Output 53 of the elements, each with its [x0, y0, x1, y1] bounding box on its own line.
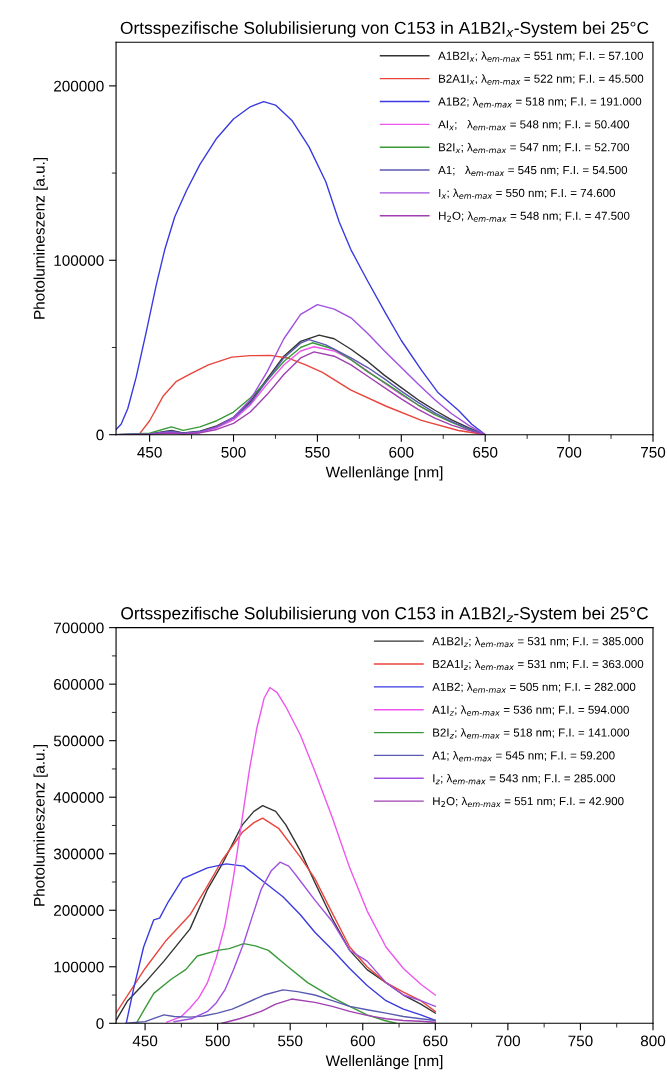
line-series [135, 942, 397, 1024]
line-series [125, 863, 437, 1024]
y-tick-label: 200000 [54, 80, 104, 92]
y-tick-label: 200000 [54, 905, 104, 916]
legend-label: I$_{x}$; λ$_{em-max}$ = 550 nm; F.I. = 74.600 [439, 188, 616, 199]
legend-label: A1; λ$_{em-max}$ = 545 nm; F.I. = 59.200 [432, 751, 615, 762]
legend-label: A1B2I$_{z}$; λ$_{em-max}$ = 531 nm; F.I. = 385.000 [432, 636, 644, 648]
x-tick-label: 450 [137, 446, 162, 458]
legend-label: A1; λ$_{em-max}$ = 545 nm; F.I. = 54.500 [438, 165, 628, 177]
legend-label: H$_{2}$O; λ$_{em-max}$ = 548 nm; F.I. = 47.500 [439, 211, 630, 222]
x-tick-label: 650 [473, 446, 498, 458]
y-tick-label: 600000 [54, 679, 104, 690]
x-tick-label: 550 [305, 446, 330, 458]
chart-title: Ortsspezifische Solubilisierung von C153 in A1B2I$_{x}$-System bei 25°C [120, 21, 649, 38]
legend-label: AI$_{x}$; λ$_{em-max}$ = 548 nm; F.I. = 50.400 [438, 119, 630, 131]
line-series [125, 989, 437, 1024]
x-tick-label: 600 [389, 446, 414, 458]
y-tick-label: 300000 [53, 848, 104, 860]
x-axis-title: Wellenlänge [nm] [325, 466, 443, 481]
x-tick-label: 750 [641, 446, 666, 458]
x-tick-label: 550 [278, 1035, 303, 1047]
legend-label: A1B2I$_{x}$; λ$_{em-max}$ = 551 nm; F.I. = 57.100 [438, 51, 644, 62]
legend-label: B2A1I$_{x}$; λ$_{em-max}$ = 522 nm; F.I. = 45.500 [439, 74, 644, 85]
legend-label: A1I$_{z}$; λ$_{em-max}$ = 536 nm; F.I. = 594.000 [432, 705, 629, 716]
x-tick-label: 500 [205, 1035, 230, 1047]
x-tick-label: 450 [132, 1035, 158, 1047]
x-tick-label: 600 [350, 1035, 375, 1047]
y-tick-label: 700000 [54, 622, 104, 634]
x-tick-label: 700 [557, 446, 582, 458]
legend-label: B2I$_{z}$; λ$_{em-max}$ = 518 nm; F.I. = 141.000 [433, 728, 630, 739]
y-tick-label: 100000 [54, 255, 104, 266]
line-series [221, 998, 437, 1024]
legend-label: H$_{2}$O; λ$_{em-max}$ = 551 nm; F.I. = 42.900 [433, 796, 624, 808]
y-tick-label: 0 [96, 429, 104, 441]
x-axis-title: Wellenlänge [nm] [325, 1054, 443, 1070]
chart-title: Ortsspezifische Solubilisierung von C153 in A1B2I$_{z}$-System bei 25°C [121, 606, 649, 623]
y-tick-label: 0 [96, 1018, 104, 1029]
legend-label: A1B2; λ$_{em-max}$ = 505 nm; F.I. = 282.000 [432, 682, 636, 693]
x-tick-label: 750 [568, 1035, 593, 1047]
legend-label: B2A1I$_{z}$; λ$_{em-max}$ = 531 nm; F.I. = 363.000 [433, 659, 644, 671]
y-tick-label: 400000 [53, 792, 104, 803]
y-axis-title: Photolumineszenz [a.u.] [33, 158, 48, 319]
legend-label: B2I$_{x}$; λ$_{em-max}$ = 547 nm; F.I. = 52.700 [439, 142, 630, 154]
legend-label: A1B2; λ$_{em-max}$ = 518 nm; F.I. = 191.000 [438, 97, 642, 108]
legend-label: I$_{z}$; λ$_{em-max}$ = 543 nm; F.I. = 285.000 [433, 773, 616, 785]
x-tick-label: 700 [495, 1035, 521, 1047]
x-tick-label: 650 [423, 1035, 448, 1047]
y-tick-label: 100000 [54, 961, 104, 973]
x-tick-label: 500 [221, 446, 246, 458]
line-series [173, 861, 437, 1023]
x-tick-label: 800 [640, 1035, 666, 1047]
y-tick-label: 500000 [53, 735, 104, 747]
y-axis-title: Photolumineszenz [a.u.] [33, 745, 48, 906]
